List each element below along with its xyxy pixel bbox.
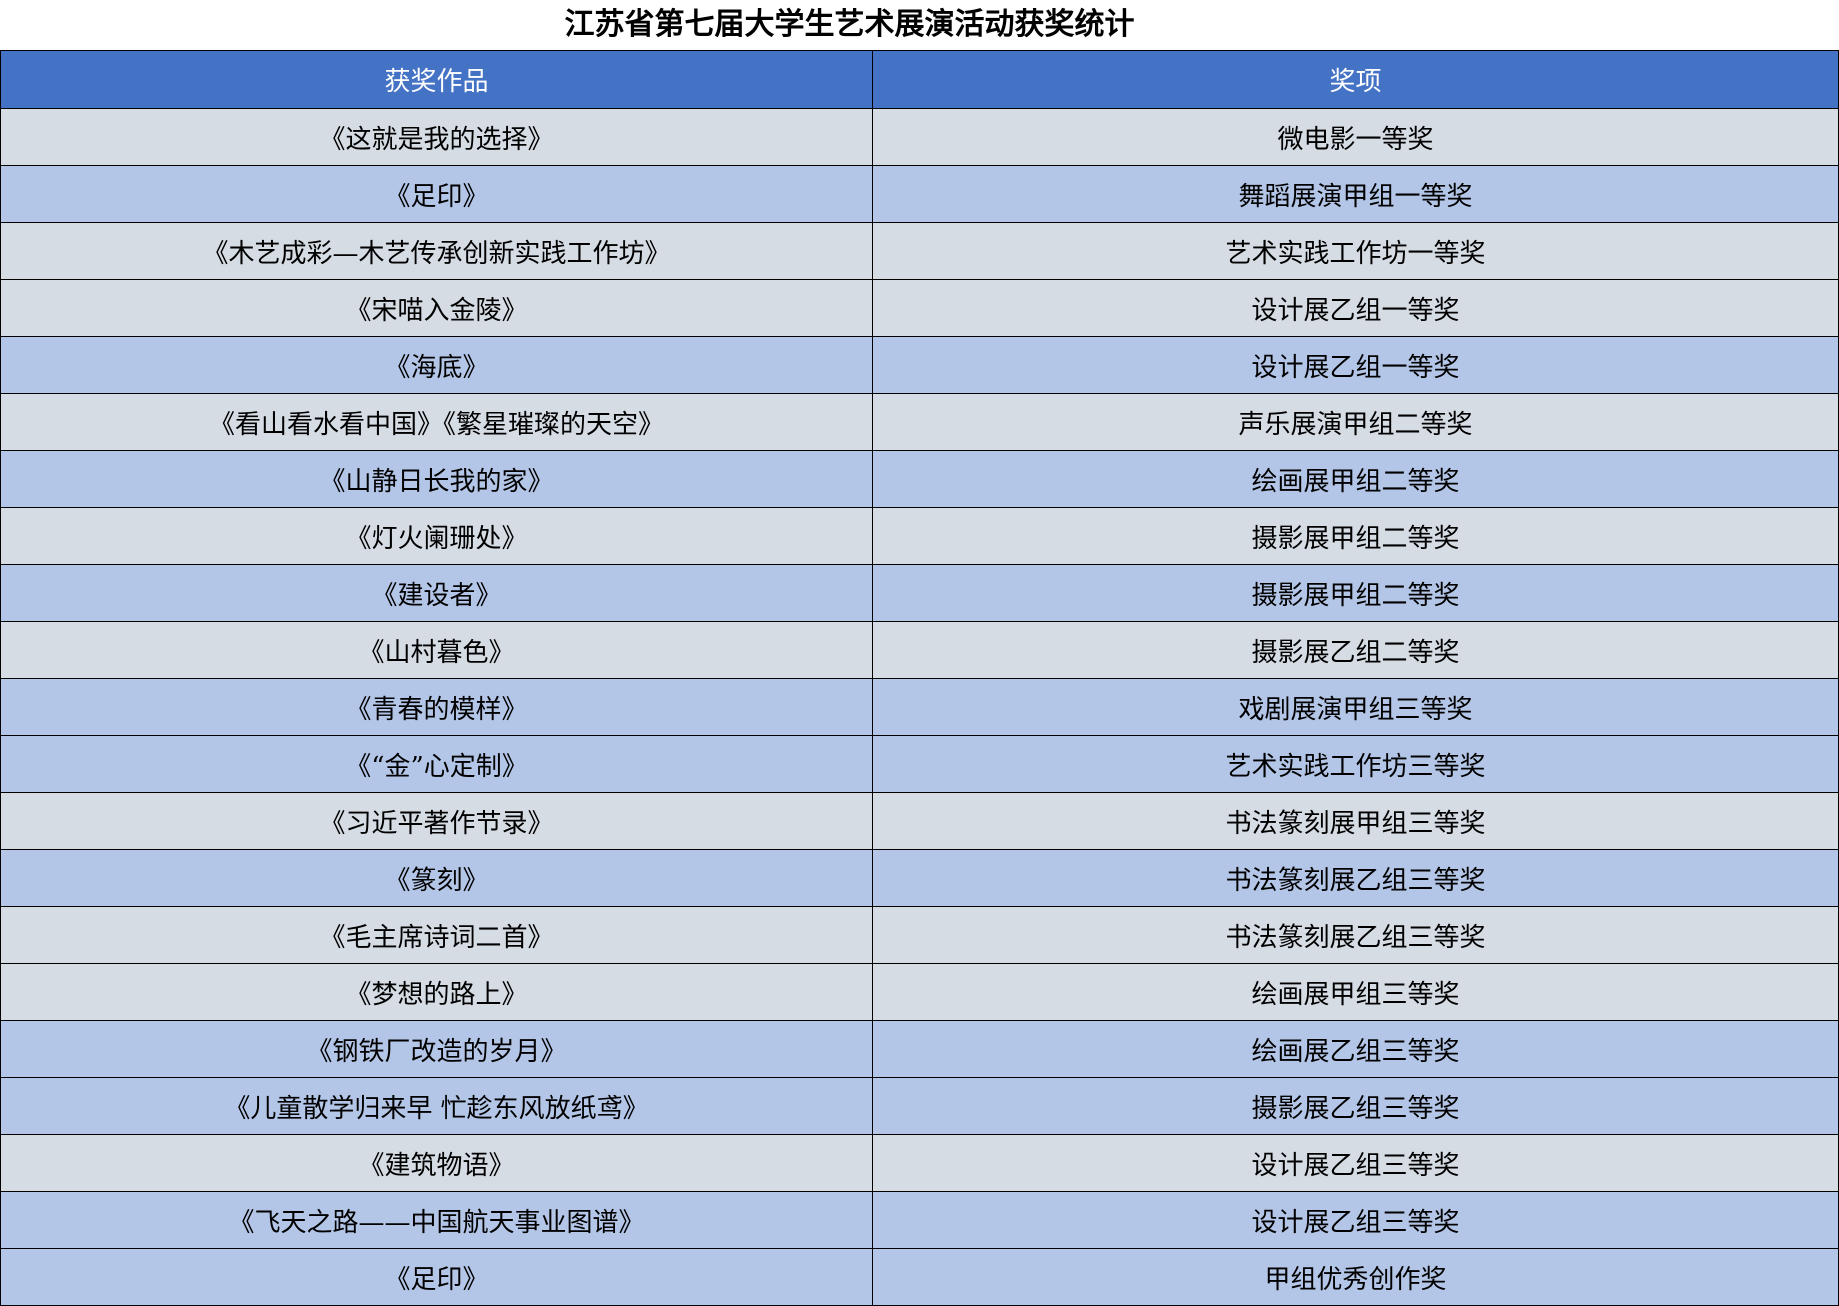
cell-work: 《“金”心定制》 [0, 735, 873, 793]
cell-award: 艺术实践工作坊一等奖 [872, 222, 1839, 280]
cell-work: 《毛主席诗词二首》 [0, 906, 873, 964]
table-row: 《足印》 甲组优秀创作奖 [0, 1248, 1839, 1306]
cell-award: 摄影展乙组三等奖 [872, 1077, 1839, 1135]
cell-work: 《飞天之路——中国航天事业图谱》 [0, 1191, 873, 1249]
cell-award: 摄影展甲组二等奖 [872, 564, 1839, 622]
table-row: 《钢铁厂改造的岁月》 绘画展乙组三等奖 [0, 1020, 1839, 1078]
cell-award: 舞蹈展演甲组一等奖 [872, 165, 1839, 223]
cell-work: 《篆刻》 [0, 849, 873, 907]
cell-work: 《青春的模样》 [0, 678, 873, 736]
cell-work: 《宋喵入金陵》 [0, 279, 873, 337]
table-row: 《飞天之路——中国航天事业图谱》 设计展乙组三等奖 [0, 1191, 1839, 1249]
table-header-row: 获奖作品 奖项 [0, 50, 1839, 109]
cell-work: 《钢铁厂改造的岁月》 [0, 1020, 873, 1078]
column-header-work: 获奖作品 [0, 50, 873, 109]
table-row: 《木艺成彩—木艺传承创新实践工作坊》 艺术实践工作坊一等奖 [0, 222, 1839, 280]
table-row: 《灯火阑珊处》 摄影展甲组二等奖 [0, 507, 1839, 565]
cell-award: 设计展乙组三等奖 [872, 1134, 1839, 1192]
cell-work: 《山村暮色》 [0, 621, 873, 679]
cell-work: 《灯火阑珊处》 [0, 507, 873, 565]
cell-work: 《建筑物语》 [0, 1134, 873, 1192]
cell-award: 书法篆刻展甲组三等奖 [872, 792, 1839, 850]
table-body: 《这就是我的选择》 微电影一等奖 《足印》 舞蹈展演甲组一等奖 《木艺成彩—木艺传承创新… [0, 108, 1839, 1306]
cell-award: 设计展乙组一等奖 [872, 279, 1839, 337]
cell-award: 设计展乙组一等奖 [872, 336, 1839, 394]
cell-award: 书法篆刻展乙组三等奖 [872, 849, 1839, 907]
table-row: 《毛主席诗词二首》 书法篆刻展乙组三等奖 [0, 906, 1839, 964]
cell-award: 书法篆刻展乙组三等奖 [872, 906, 1839, 964]
cell-work: 《习近平著作节录》 [0, 792, 873, 850]
table-row: 《习近平著作节录》 书法篆刻展甲组三等奖 [0, 792, 1839, 850]
cell-work: 《看山看水看中国》《繁星璀璨的天空》 [0, 393, 873, 451]
cell-award: 绘画展甲组三等奖 [872, 963, 1839, 1021]
table-row: 《建筑物语》 设计展乙组三等奖 [0, 1134, 1839, 1192]
table-row: 《看山看水看中国》《繁星璀璨的天空》 声乐展演甲组二等奖 [0, 393, 1839, 451]
table-row: 《建设者》 摄影展甲组二等奖 [0, 564, 1839, 622]
cell-award: 艺术实践工作坊三等奖 [872, 735, 1839, 793]
cell-work: 《足印》 [0, 1248, 873, 1306]
page-title: 江苏省第七届大学生艺术展演活动获奖统计 [564, 7, 1135, 42]
cell-award: 戏剧展演甲组三等奖 [872, 678, 1839, 736]
table-row: 《儿童散学归来早 忙趁东风放纸鸢》 摄影展乙组三等奖 [0, 1077, 1839, 1135]
cell-work: 《这就是我的选择》 [0, 108, 873, 166]
table-row: 《山村暮色》 摄影展乙组二等奖 [0, 621, 1839, 679]
table-row: 《宋喵入金陵》 设计展乙组一等奖 [0, 279, 1839, 337]
column-header-award: 奖项 [872, 50, 1839, 109]
cell-work: 《足印》 [0, 165, 873, 223]
cell-award: 绘画展乙组三等奖 [872, 1020, 1839, 1078]
table-row: 《梦想的路上》 绘画展甲组三等奖 [0, 963, 1839, 1021]
cell-work: 《梦想的路上》 [0, 963, 873, 1021]
table-row: 《山静日长我的家》 绘画展甲组二等奖 [0, 450, 1839, 508]
table-row: 《青春的模样》 戏剧展演甲组三等奖 [0, 678, 1839, 736]
awards-table: 获奖作品 奖项 《这就是我的选择》 微电影一等奖 《足印》 舞蹈展演甲组一等奖 《木艺成… [0, 50, 1839, 1306]
cell-award: 绘画展甲组二等奖 [872, 450, 1839, 508]
cell-work: 《木艺成彩—木艺传承创新实践工作坊》 [0, 222, 873, 280]
table-row: 《足印》 舞蹈展演甲组一等奖 [0, 165, 1839, 223]
cell-work: 《山静日长我的家》 [0, 450, 873, 508]
cell-award: 摄影展甲组二等奖 [872, 507, 1839, 565]
cell-award: 设计展乙组三等奖 [872, 1191, 1839, 1249]
table-row: 《“金”心定制》 艺术实践工作坊三等奖 [0, 735, 1839, 793]
table-row: 《篆刻》 书法篆刻展乙组三等奖 [0, 849, 1839, 907]
cell-award: 摄影展乙组二等奖 [872, 621, 1839, 679]
table-row: 《这就是我的选择》 微电影一等奖 [0, 108, 1839, 166]
cell-award: 微电影一等奖 [872, 108, 1839, 166]
cell-award: 声乐展演甲组二等奖 [872, 393, 1839, 451]
cell-work: 《海底》 [0, 336, 873, 394]
table-row: 《海底》 设计展乙组一等奖 [0, 336, 1839, 394]
cell-work: 《建设者》 [0, 564, 873, 622]
cell-award: 甲组优秀创作奖 [872, 1248, 1839, 1306]
cell-work: 《儿童散学归来早 忙趁东风放纸鸢》 [0, 1077, 873, 1135]
